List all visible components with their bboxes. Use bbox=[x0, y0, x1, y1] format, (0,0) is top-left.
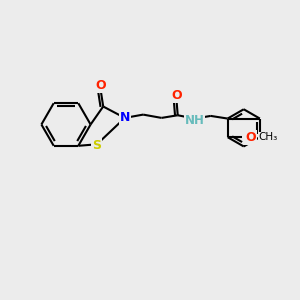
Text: O: O bbox=[172, 89, 182, 102]
Text: O: O bbox=[245, 131, 256, 144]
Text: O: O bbox=[95, 79, 106, 92]
Text: S: S bbox=[92, 139, 101, 152]
Text: CH₃: CH₃ bbox=[259, 132, 278, 142]
Text: N: N bbox=[120, 111, 130, 124]
Text: NH: NH bbox=[184, 114, 205, 127]
